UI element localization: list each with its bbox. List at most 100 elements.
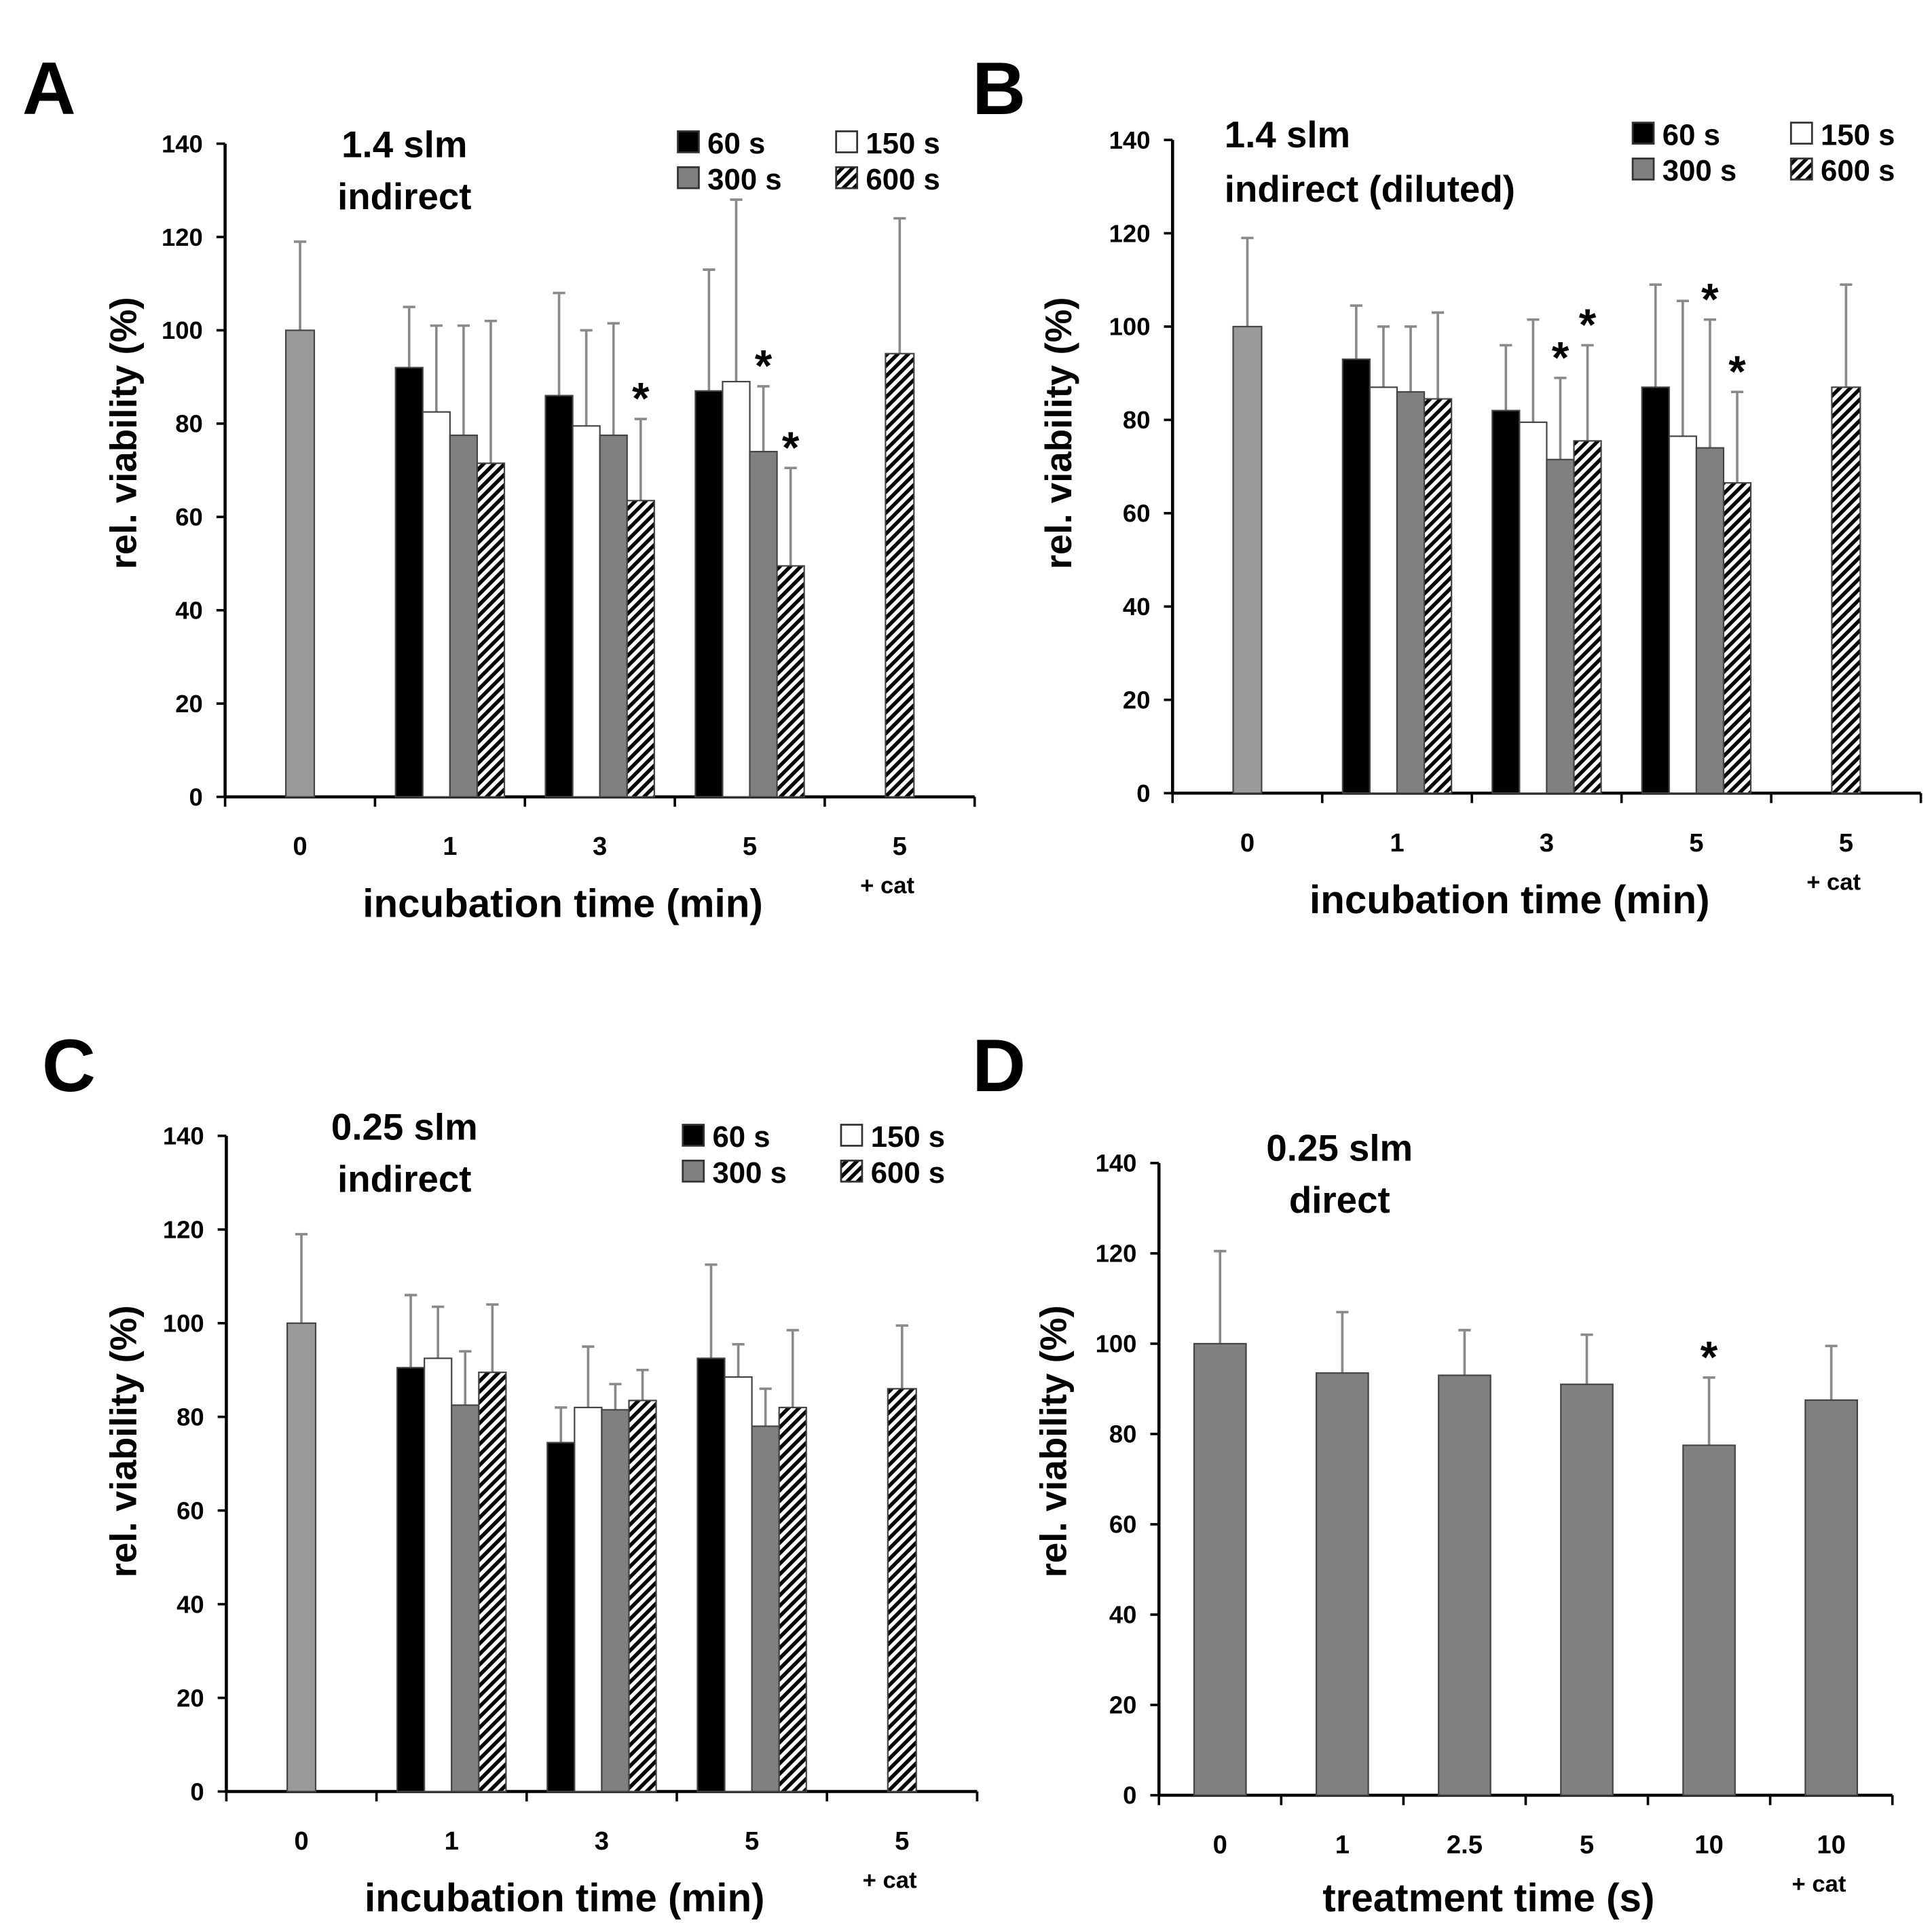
- bar: [1519, 421, 1548, 794]
- y-tick-label: 40: [177, 1590, 204, 1618]
- legend-label: 150 s: [866, 127, 940, 160]
- bar: [696, 1357, 726, 1793]
- y-tick-label: 60: [177, 1496, 204, 1524]
- bar: [1804, 1399, 1859, 1797]
- x-axis-label: treatment time (s): [1322, 1876, 1654, 1920]
- x-tick-label: 0: [1240, 828, 1255, 858]
- y-tick-label: 120: [1109, 219, 1151, 247]
- bar: [1695, 447, 1725, 794]
- legend-label: 600 s: [1821, 154, 1895, 187]
- bar: [1546, 458, 1575, 794]
- x-tick-label: 1: [1335, 1831, 1350, 1860]
- legend-label: 600 s: [866, 163, 940, 196]
- y-tick-label: 100: [163, 1310, 204, 1338]
- x-tick-sublabel: + cat: [1792, 1871, 1846, 1897]
- y-tick-label: 80: [177, 1403, 204, 1431]
- legend-swatch: [1789, 122, 1813, 145]
- legend-swatch: [840, 1124, 863, 1147]
- bar: [574, 1406, 603, 1793]
- x-tick-sublabel: + cat: [863, 1868, 917, 1894]
- y-tick-label: 120: [162, 223, 203, 251]
- panel-letter: C: [42, 1025, 96, 1107]
- y-tick-label: 60: [1123, 500, 1151, 528]
- bar: [478, 1372, 507, 1793]
- bar: [724, 1376, 753, 1793]
- x-tick-sublabel: + cat: [1806, 869, 1861, 895]
- bar: [284, 329, 316, 798]
- chart-title: indirect: [337, 1158, 471, 1200]
- y-axis-label: rel. viability (%): [103, 297, 144, 569]
- bar: [626, 500, 655, 798]
- x-tick-sublabel: + cat: [860, 873, 914, 899]
- bar: [776, 565, 805, 798]
- y-tick-label: 0: [1136, 779, 1150, 807]
- significance-marker: *: [1701, 1333, 1718, 1382]
- bar: [1438, 1374, 1491, 1797]
- bar: [451, 1404, 480, 1793]
- y-tick-label: 20: [1109, 1691, 1137, 1719]
- legend-label: 300 s: [707, 163, 781, 196]
- y-tick-label: 0: [190, 1778, 204, 1805]
- bar: [449, 434, 479, 798]
- bar: [394, 367, 424, 798]
- legend-swatch: [1631, 158, 1655, 181]
- legend: 60 s 150 s 300 s 600 s: [1631, 118, 1895, 187]
- chart-title: 0.25 slm: [331, 1106, 478, 1147]
- significance-marker: *: [1579, 300, 1597, 350]
- x-tick-label: 3: [1540, 828, 1554, 858]
- panel-letter: D: [972, 1025, 1026, 1107]
- chart-title: 1.4 slm: [1225, 114, 1350, 155]
- y-axis-label: rel. viability (%): [1038, 297, 1079, 569]
- legend-swatch: [1631, 122, 1655, 145]
- y-axis-label: rel. viability (%): [1033, 1305, 1075, 1577]
- x-axis-label: incubation time (min): [365, 1876, 764, 1920]
- bar: [885, 352, 915, 798]
- bar: [628, 1399, 657, 1793]
- y-tick-label: 20: [175, 690, 203, 718]
- bar: [396, 1367, 426, 1793]
- legend-label: 600 s: [871, 1156, 945, 1190]
- legend-swatch: [677, 166, 700, 189]
- bar: [778, 1406, 807, 1793]
- legend-label: 300 s: [1662, 154, 1736, 187]
- y-tick-label: 0: [1123, 1782, 1136, 1809]
- legend-label: 150 s: [871, 1120, 945, 1154]
- x-tick-label: 5: [1580, 1831, 1594, 1860]
- bar: [422, 411, 451, 798]
- y-tick-label: 40: [175, 597, 203, 625]
- bar: [1641, 386, 1670, 794]
- x-tick-label: 5: [893, 832, 907, 861]
- y-tick-label: 140: [162, 130, 203, 158]
- x-tick-label: 5: [743, 832, 757, 861]
- legend-label: 60 s: [1662, 118, 1720, 151]
- y-tick-label: 40: [1109, 1601, 1137, 1629]
- y-tick-label: 0: [189, 783, 203, 811]
- bar: [722, 380, 751, 798]
- x-tick-label: 5: [745, 1826, 759, 1856]
- y-tick-label: 80: [1123, 406, 1151, 434]
- chart-title: indirect: [337, 176, 471, 217]
- y-tick-label: 120: [1096, 1240, 1137, 1268]
- bar: [1560, 1383, 1614, 1797]
- bar: [599, 434, 628, 798]
- y-tick-label: 100: [1109, 313, 1151, 341]
- x-tick-label: 3: [595, 1826, 609, 1856]
- x-tick-label: 0: [1213, 1831, 1227, 1860]
- x-tick-label: 5: [895, 1826, 909, 1856]
- x-tick-label: 10: [1817, 1831, 1846, 1860]
- legend-swatch: [835, 166, 859, 189]
- panel-letter: B: [972, 48, 1026, 130]
- y-tick-label: 80: [175, 410, 203, 438]
- chart-title: 0.25 slm: [1266, 1127, 1413, 1169]
- significance-marker: *: [632, 374, 650, 424]
- legend: 60 s 150 s 300 s 600 s: [682, 1120, 945, 1190]
- legend-swatch: [682, 1159, 705, 1183]
- bar: [286, 1322, 317, 1793]
- x-tick-label: 1: [443, 832, 457, 861]
- y-tick-label: 140: [1096, 1150, 1137, 1177]
- legend-label: 60 s: [707, 127, 765, 160]
- y-tick-label: 60: [175, 503, 203, 531]
- x-tick-label: 1: [1390, 828, 1404, 858]
- y-tick-label: 140: [163, 1122, 204, 1150]
